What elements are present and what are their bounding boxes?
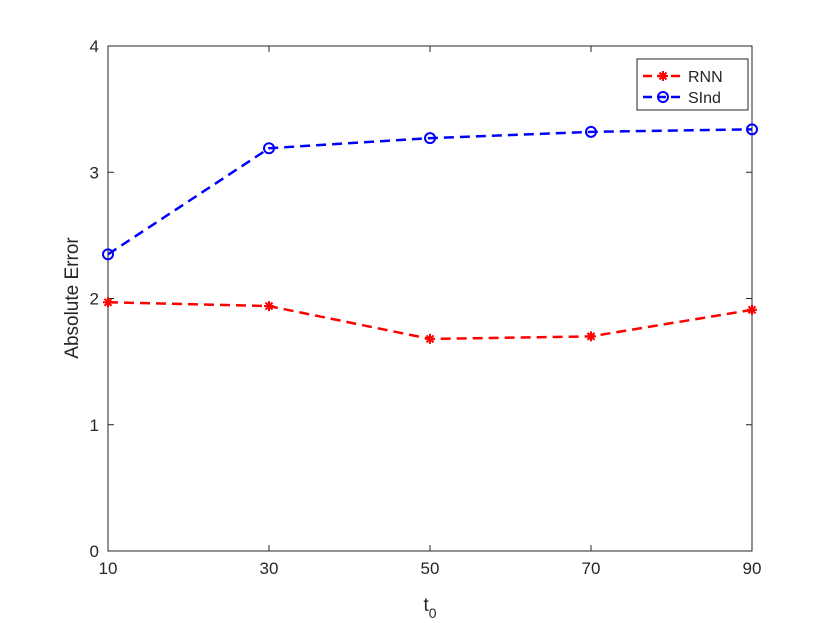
x-tick-label: 50 — [421, 559, 440, 578]
legend-marker-rnn — [658, 71, 668, 81]
data-point-sind — [102, 248, 114, 261]
legend-marker-rnn-stroke — [658, 71, 668, 81]
y-tick-label: 0 — [90, 542, 99, 561]
data-point-rnn-stroke — [103, 298, 113, 307]
data-point-rnn — [747, 304, 757, 315]
y-tick-label: 2 — [90, 290, 99, 309]
legend-marker-sind — [657, 91, 669, 103]
x-tick-label: 70 — [582, 559, 601, 578]
x-axis-title-main: t — [423, 595, 429, 616]
data-point-sind — [263, 142, 275, 155]
series-group — [102, 123, 758, 344]
x-tick-label: 30 — [260, 559, 279, 578]
legend-items: RNN SInd — [643, 69, 723, 107]
data-point-rnn — [264, 301, 274, 312]
series-line-sind — [107, 128, 753, 256]
x-tick-label: 90 — [743, 559, 762, 578]
data-point-rnn-stroke — [264, 301, 274, 311]
x-tick-label: 10 — [99, 559, 118, 578]
legend-box — [636, 58, 749, 111]
data-point-sind — [746, 123, 758, 136]
legend-label-rnn: RNN — [688, 69, 723, 86]
y-tick-label: 3 — [90, 163, 99, 182]
y-axis-title: Absolute Error — [62, 237, 83, 359]
data-point-rnn-stroke — [747, 305, 757, 315]
data-point-rnn-stroke — [586, 332, 596, 341]
x-axis-title-subscript: 0 — [429, 605, 437, 621]
legend-label-sind: SInd — [688, 90, 721, 107]
x-axis-title: t0 — [423, 595, 436, 621]
legend: RNN SInd — [636, 58, 749, 111]
plot-area — [107, 45, 753, 552]
data-point-rnn — [586, 331, 596, 342]
y-tick-label: 1 — [90, 416, 99, 435]
data-point-rnn — [103, 297, 113, 308]
data-point-rnn-stroke — [425, 334, 435, 344]
data-point-sind — [585, 125, 597, 138]
axis-ticks: 10 30 50 70 90 0 1 2 3 4 — [90, 37, 762, 578]
data-point-sind — [424, 132, 436, 145]
data-point-rnn — [425, 333, 435, 344]
y-tick-label: 4 — [90, 37, 99, 56]
